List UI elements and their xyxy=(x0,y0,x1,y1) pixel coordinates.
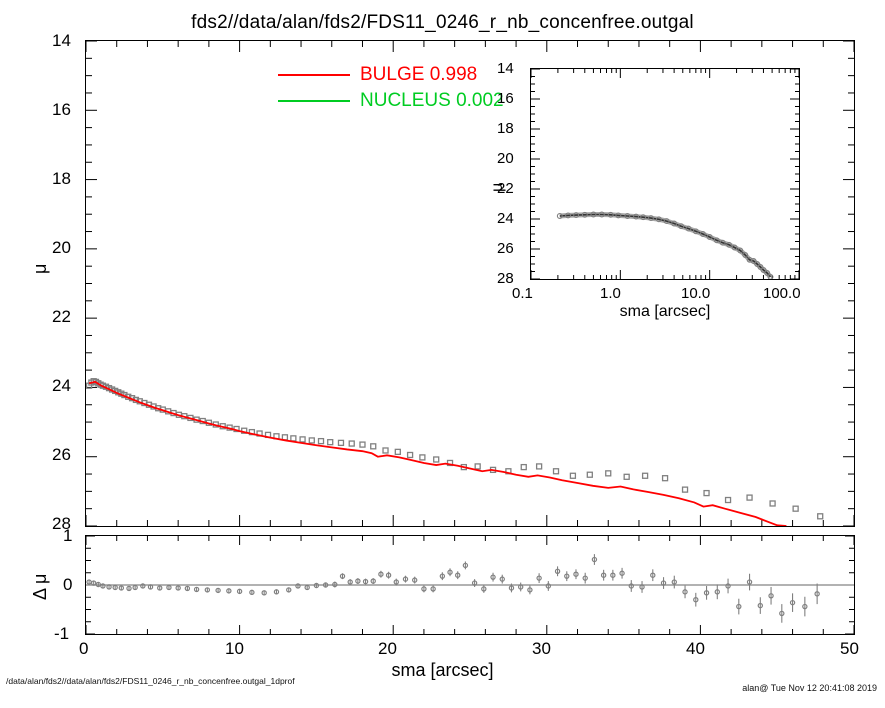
inset-xtick-1p0: 1.0 xyxy=(600,285,621,302)
inset-ytick-28: 28 xyxy=(497,270,514,287)
main-ytick-24: 24 xyxy=(52,376,71,395)
residual-plot-frame xyxy=(85,535,855,635)
x-tick-50: 50 xyxy=(840,639,859,658)
main-ytick-16: 16 xyxy=(52,100,71,119)
x-tick-30: 30 xyxy=(532,639,551,658)
x-tick-0: 0 xyxy=(79,639,89,658)
x-axis-label: sma [arcsec] xyxy=(391,660,494,680)
inset-ytick-22: 22 xyxy=(497,180,514,197)
inset-ytick-16: 16 xyxy=(497,90,514,107)
legend: BULGE 0.998 NUCLEUS 0.002 xyxy=(278,64,508,114)
legend-line-nucleus xyxy=(278,100,350,102)
main-y-axis-label: μ xyxy=(30,263,50,274)
resid-ytick-neg1: -1 xyxy=(54,624,70,643)
main-ytick-20: 20 xyxy=(52,238,71,257)
x-tick-40: 40 xyxy=(686,639,705,658)
residual-y-axis-label: Δ μ xyxy=(30,573,50,600)
resid-ytick-zero: 0 xyxy=(63,575,73,594)
main-ytick-14: 14 xyxy=(52,31,71,50)
page-title: fds2//data/alan/fds2/FDS11_0246_r_nb_con… xyxy=(191,12,694,33)
inset-xtick-100p0: 100.0 xyxy=(763,285,801,302)
inset-ytick-14: 14 xyxy=(497,60,514,77)
x-tick-10: 10 xyxy=(225,639,244,658)
inset-xtick-0p1: 0.1 xyxy=(512,285,533,302)
inset-ytick-18: 18 xyxy=(497,120,514,137)
resid-ytick-pos1: 1 xyxy=(63,526,73,545)
legend-line-bulge xyxy=(278,74,350,76)
main-ytick-26: 26 xyxy=(52,445,71,464)
footer-path: /data/alan/fds2//data/alan/fds2/FDS11_02… xyxy=(6,676,295,686)
x-tick-20: 20 xyxy=(378,639,397,658)
inset-x-axis-label: sma [arcsec] xyxy=(619,303,711,320)
footer-timestamp: alan@ Tue Nov 12 20:41:08 2019 xyxy=(742,683,877,693)
inset-ytick-24: 24 xyxy=(497,210,514,227)
inset-plot-frame xyxy=(530,68,800,280)
main-ytick-22: 22 xyxy=(52,307,71,326)
inset-ytick-26: 26 xyxy=(497,240,514,257)
main-plot-canvas xyxy=(86,41,854,526)
residual-plot-canvas xyxy=(86,536,854,634)
inset-ytick-20: 20 xyxy=(497,150,514,167)
main-ytick-18: 18 xyxy=(52,169,71,188)
inset-xtick-10p0: 10.0 xyxy=(681,285,711,302)
legend-label-bulge: BULGE 0.998 xyxy=(360,64,478,85)
legend-label-nucleus: NUCLEUS 0.002 xyxy=(360,90,504,111)
main-ytick-28: 28 xyxy=(52,514,71,533)
inset-plot-canvas xyxy=(531,69,799,279)
